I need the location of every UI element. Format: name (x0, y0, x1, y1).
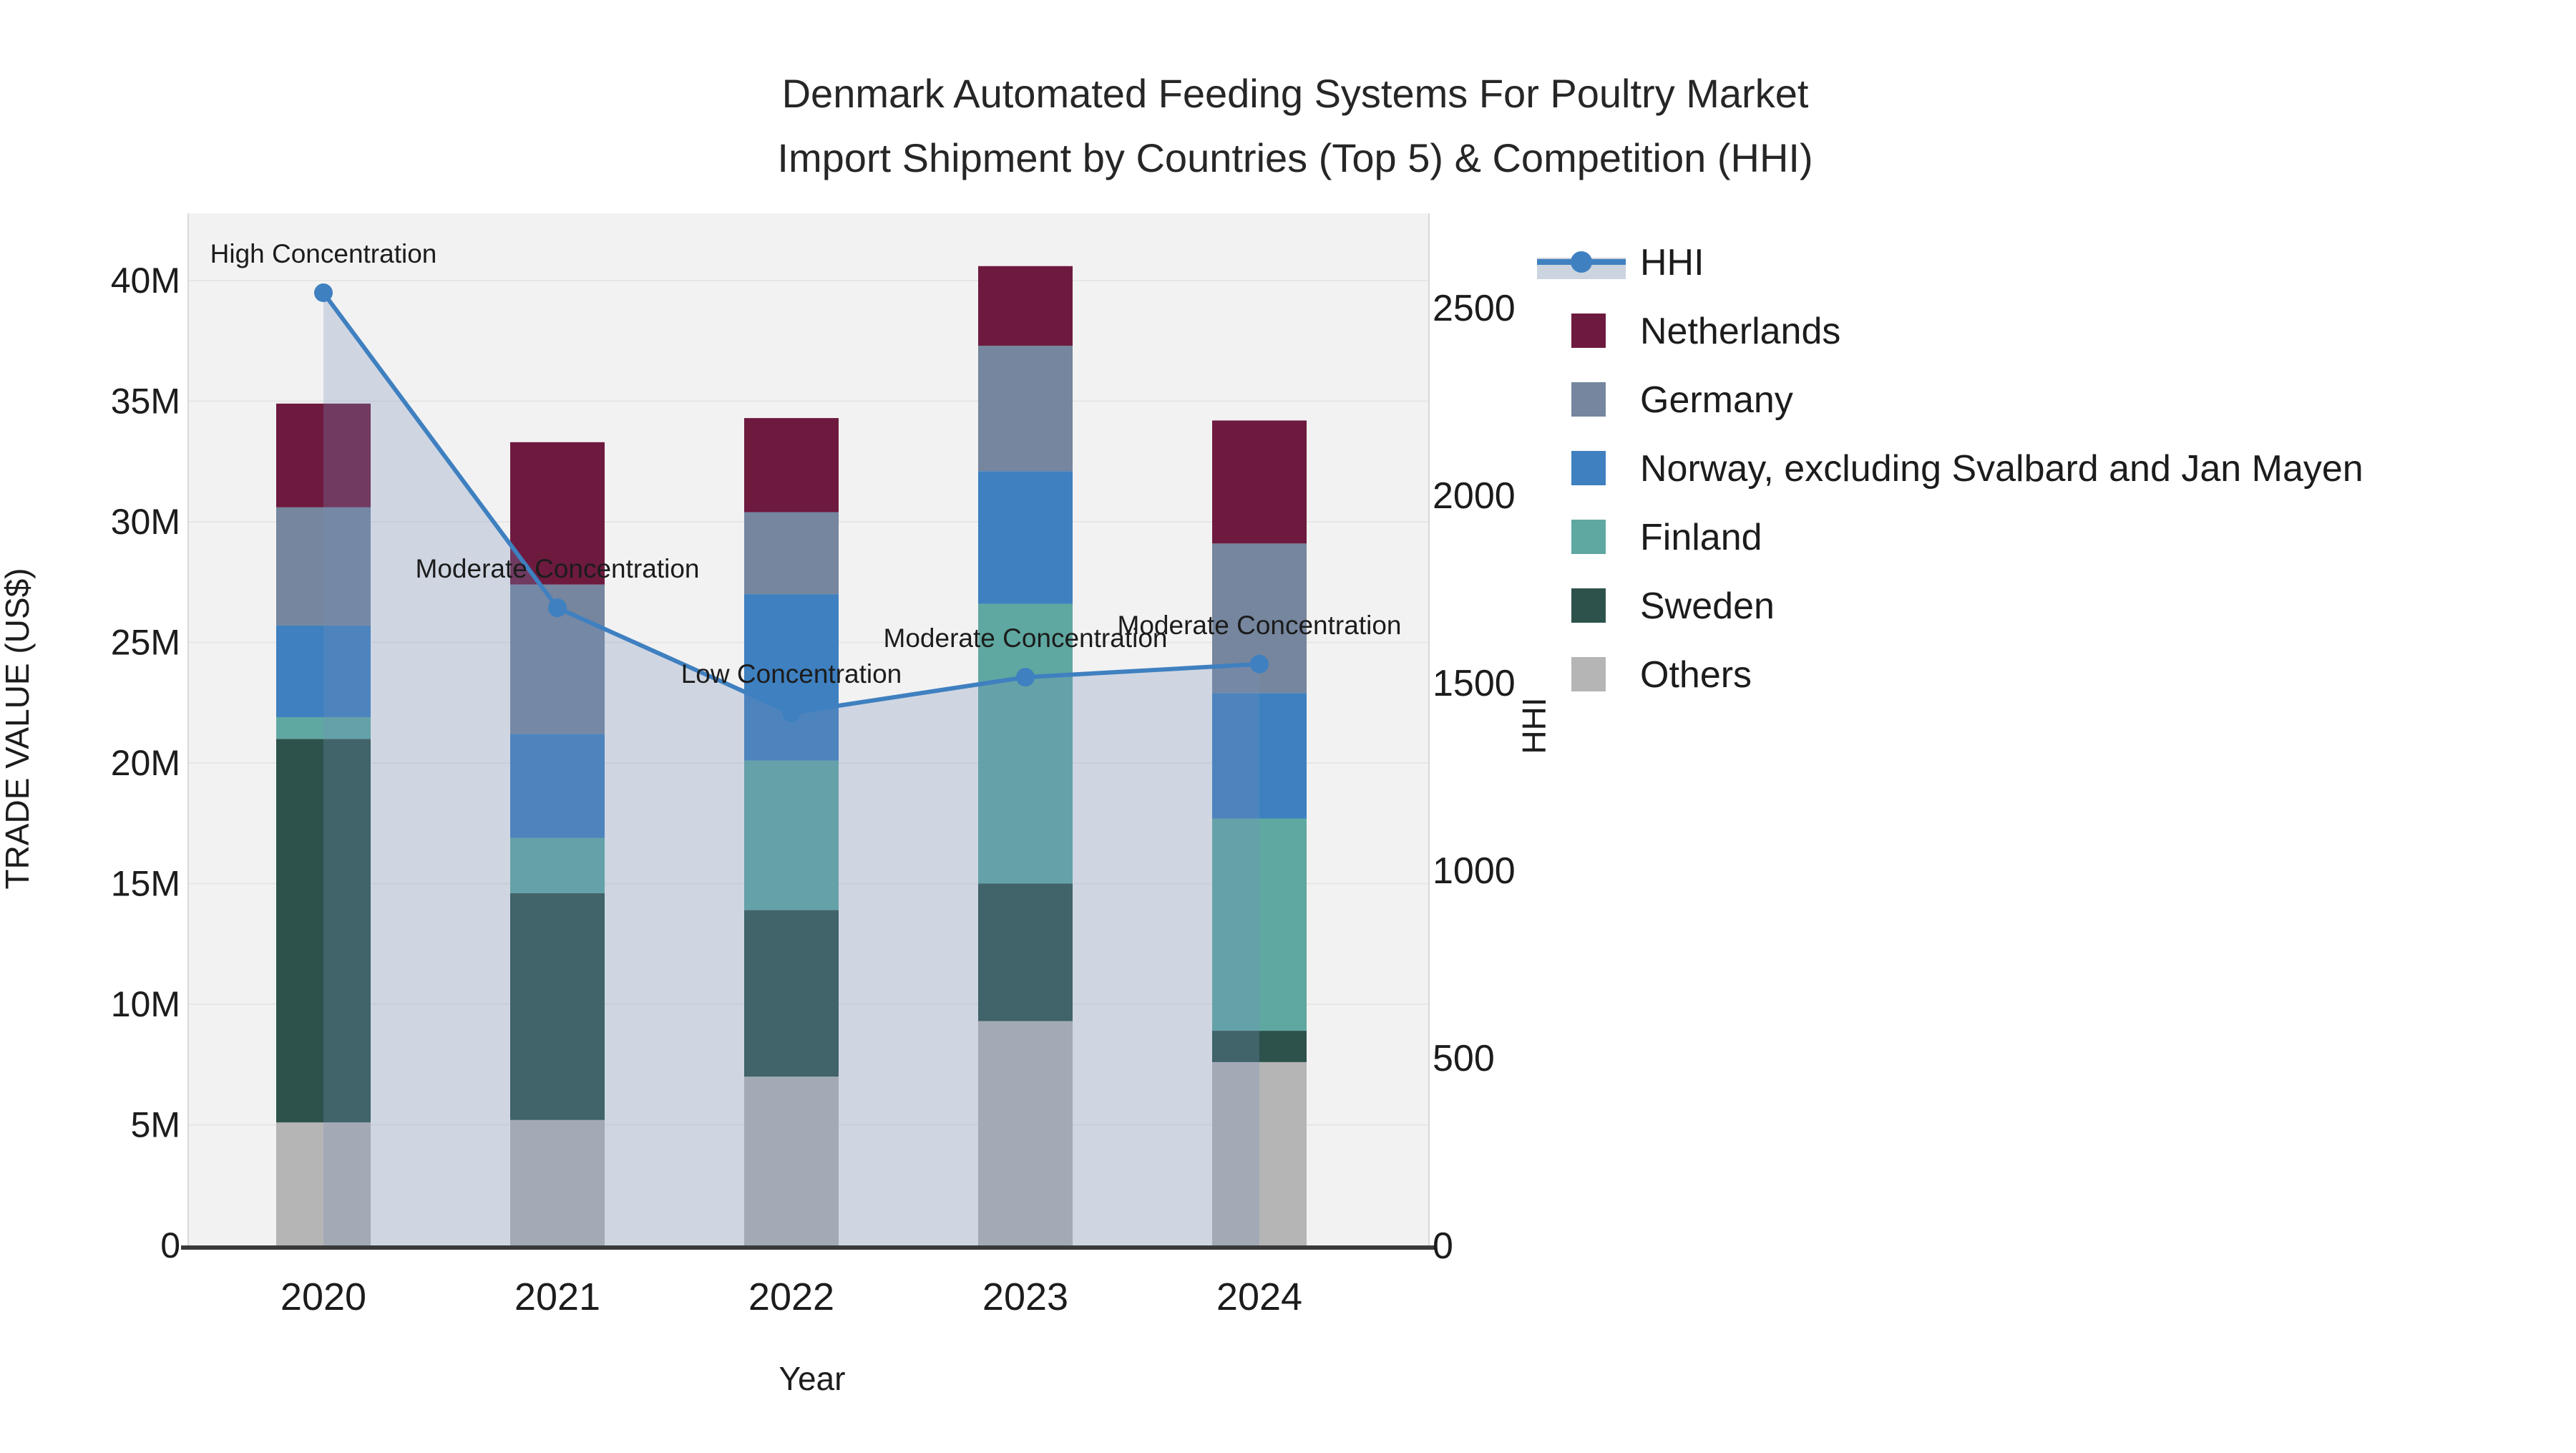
hhi-marker-2024 (1250, 654, 1269, 674)
annotation-label-2024: Moderate Concentration (1118, 611, 1402, 640)
legend-item-netherlands[interactable]: Netherlands (1571, 311, 1840, 352)
annotation-label-2023: Moderate Concentration (884, 623, 1168, 653)
legend-color-swatch (1571, 314, 1606, 348)
annotation-label-2022: Low Concentration (681, 659, 902, 689)
legend-item-finland[interactable]: Finland (1571, 517, 1762, 558)
legend-hhi-marker-icon (1571, 251, 1592, 273)
y-left-tick-label: 0 (160, 1225, 180, 1265)
bar-segment-netherlands-2020 (276, 403, 371, 507)
y-axis-left-title: TRADE VALUE (US$) (0, 568, 36, 889)
legend-color-swatch (1571, 588, 1606, 623)
chart-generated-content: High Concentration Moderate Concentration… (111, 213, 2363, 1318)
legend-item-hhi[interactable]: HHI (1537, 242, 1704, 283)
x-tick-label-2023: 2023 (982, 1275, 1068, 1318)
legend-item-norway-excluding-svalbard-and-jan-mayen[interactable]: Norway, excluding Svalbard and Jan Mayen (1571, 448, 2363, 490)
bar-segment-sweden-2024 (1212, 1031, 1307, 1062)
y-right-tick-label: 1500 (1433, 663, 1516, 704)
y-left-tick-label: 10M (111, 984, 180, 1024)
x-tick-label-2020: 2020 (280, 1275, 366, 1318)
chart-title-line1: Denmark Automated Feeding Systems For Po… (782, 71, 1809, 116)
legend-item-others[interactable]: Others (1571, 654, 1752, 696)
bar-segment-netherlands-2024 (1212, 420, 1307, 544)
x-tick-label-2024: 2024 (1216, 1275, 1302, 1318)
y-left-tick-label: 5M (131, 1105, 180, 1145)
y-right-tick-label: 500 (1433, 1038, 1495, 1079)
bar-segment-others-2021 (510, 1119, 605, 1245)
y-left-tick-label: 25M (111, 623, 180, 663)
y-left-tick-label: 15M (111, 864, 180, 904)
bar-segment-germany-2020 (276, 507, 371, 626)
y-right-tick-label: 1000 (1433, 850, 1516, 892)
bar-segment-germany-2022 (744, 512, 839, 595)
bar-segment-norway-2023 (978, 471, 1073, 604)
y-right-tick-label: 2000 (1433, 475, 1516, 517)
bar-segment-norway-2024 (1212, 693, 1307, 819)
hhi-marker-2022 (782, 703, 801, 722)
legend-color-swatch (1571, 382, 1606, 417)
bar-segment-finland-2022 (744, 760, 839, 910)
legend-label: Finland (1640, 517, 1762, 558)
y-left-tick-label: 35M (111, 382, 180, 422)
chart-title-line2: Import Shipment by Countries (Top 5) & C… (777, 135, 1813, 180)
legend-label: Others (1640, 654, 1752, 696)
bar-segment-norway-2022 (744, 594, 839, 761)
x-axis-title: Year (779, 1360, 846, 1397)
bar-segment-sweden-2021 (510, 893, 605, 1120)
y-right-tick-label: 0 (1433, 1225, 1453, 1267)
legend-label: HHI (1640, 242, 1704, 283)
y-axis-right-title: HHI (1516, 697, 1553, 754)
annotation-label-2020: High Concentration (210, 239, 437, 268)
legend-color-swatch (1571, 657, 1606, 691)
legend-label: Norway, excluding Svalbard and Jan Mayen (1640, 448, 2363, 490)
bar-segment-others-2020 (276, 1122, 371, 1245)
bar-segment-others-2024 (1212, 1061, 1307, 1245)
bar-segment-sweden-2023 (978, 883, 1073, 1021)
legend-color-swatch (1571, 451, 1606, 485)
bar-segment-finland-2024 (1212, 818, 1307, 1031)
bar-segment-sweden-2020 (276, 739, 371, 1123)
annotation-label-2021: Moderate Concentration (416, 554, 700, 583)
legend-label: Germany (1640, 379, 1793, 421)
legend-item-germany[interactable]: Germany (1571, 379, 1793, 421)
bar-segment-netherlands-2021 (510, 442, 605, 585)
bar-segment-germany-2023 (978, 345, 1073, 472)
x-tick-label-2022: 2022 (748, 1275, 834, 1318)
legend-label: Sweden (1640, 585, 1775, 627)
legend-label: Netherlands (1640, 311, 1840, 352)
y-right-tick-label: 2500 (1433, 288, 1516, 329)
legend-item-sweden[interactable]: Sweden (1571, 585, 1775, 627)
y-left-tick-label: 40M (111, 261, 180, 301)
hhi-area-fill (323, 293, 1259, 1245)
bar-segment-finland-2021 (510, 837, 605, 893)
hhi-marker-2023 (1016, 668, 1035, 687)
bar-segment-netherlands-2022 (744, 418, 839, 512)
bar-segment-others-2022 (744, 1077, 839, 1245)
hhi-marker-2020 (314, 283, 333, 303)
x-tick-label-2021: 2021 (514, 1275, 600, 1318)
bar-segment-finland-2020 (276, 716, 371, 739)
bar-segment-others-2023 (978, 1021, 1073, 1245)
bar-segment-finland-2023 (978, 603, 1073, 884)
bar-segment-norway-2020 (276, 625, 371, 717)
bar-segment-sweden-2022 (744, 910, 839, 1077)
y-left-tick-label: 20M (111, 743, 180, 783)
hhi-marker-2021 (548, 598, 567, 618)
legend-color-swatch (1571, 520, 1606, 554)
bar-segment-norway-2021 (510, 734, 605, 838)
y-left-tick-label: 30M (111, 502, 180, 542)
bar-segment-netherlands-2023 (978, 266, 1073, 346)
